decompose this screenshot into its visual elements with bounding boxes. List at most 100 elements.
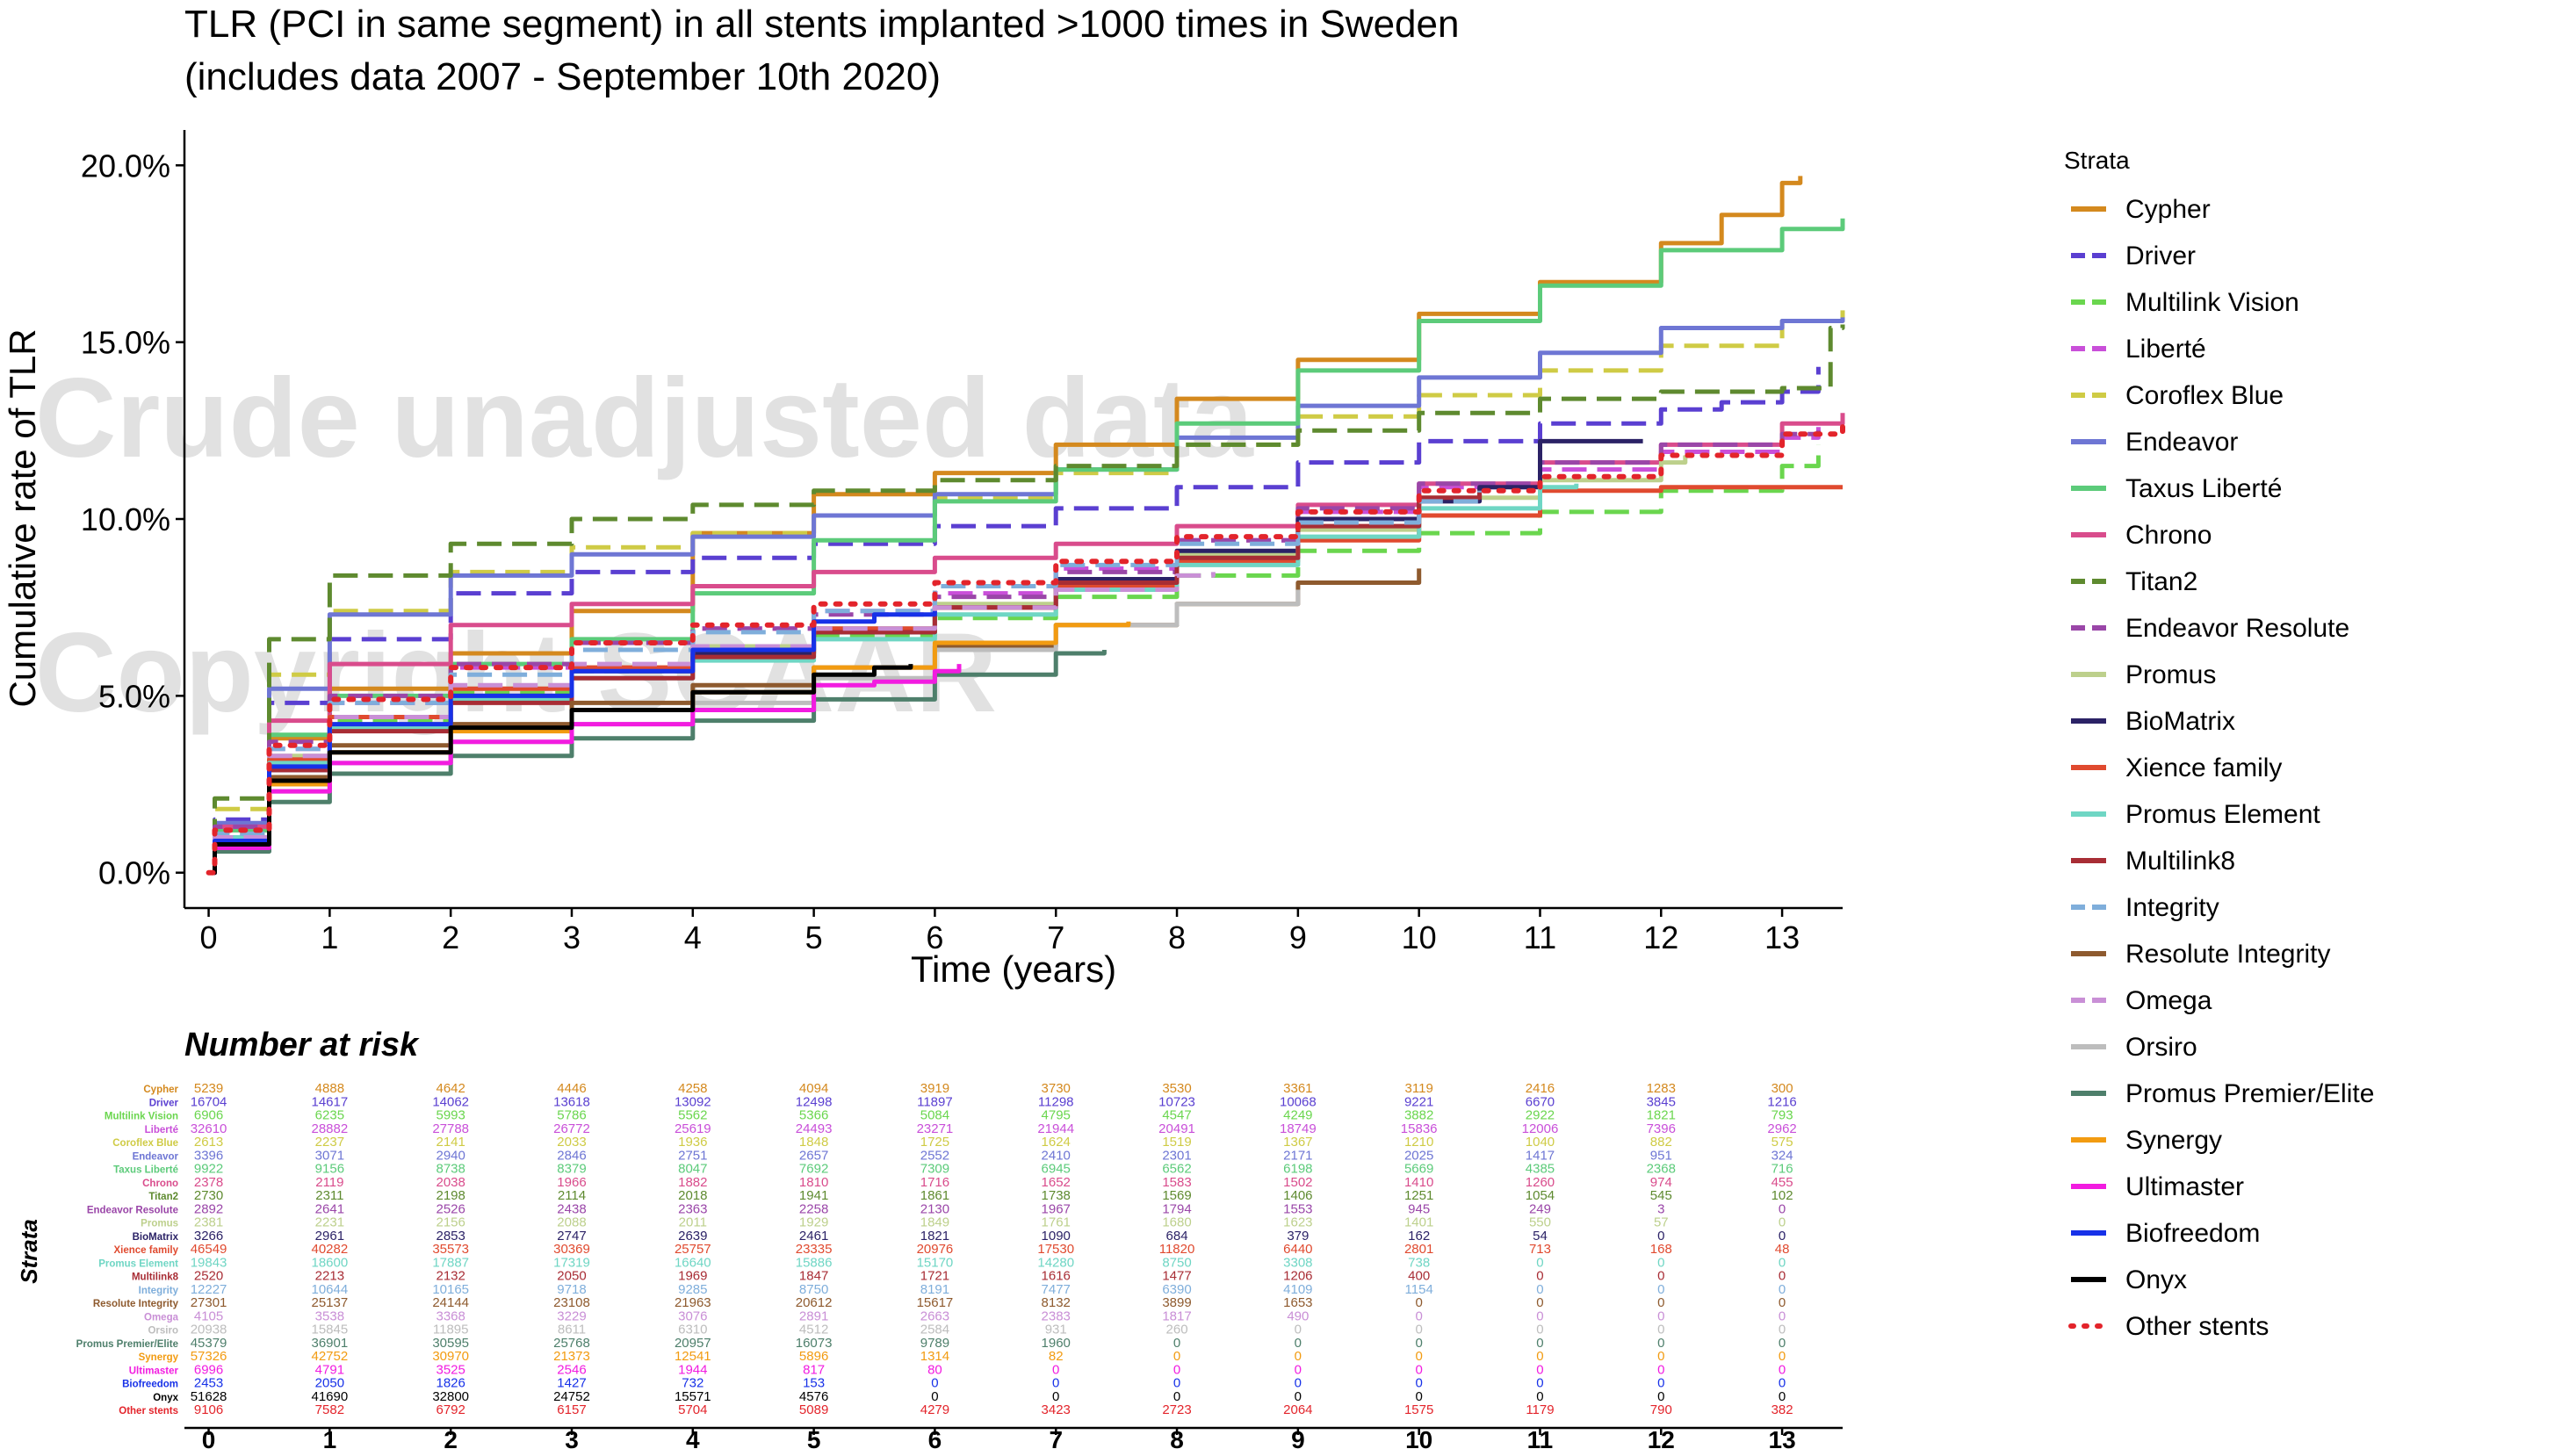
risk-cell: 2033 — [557, 1135, 586, 1150]
risk-cell: 4249 — [1283, 1108, 1312, 1123]
x-tick-label: 12 — [1643, 919, 1678, 955]
risk-cell: 3076 — [678, 1308, 707, 1323]
risk-cell: 1519 — [1162, 1135, 1191, 1150]
risk-cell: 2301 — [1162, 1148, 1191, 1163]
series-layer — [206, 176, 1845, 876]
legend-label: Resolute Integrity — [2125, 940, 2330, 969]
risk-cell: 0 — [1779, 1229, 1786, 1244]
legend-label: Integrity — [2125, 893, 2219, 922]
risk-cell: 575 — [1771, 1135, 1793, 1150]
risk-cell: 2363 — [678, 1201, 707, 1216]
risk-cell: 1817 — [1162, 1308, 1191, 1323]
risk-cell: 974 — [1650, 1175, 1672, 1190]
risk-cell: 26772 — [553, 1121, 590, 1136]
risk-cell: 57326 — [191, 1349, 227, 1364]
risk-cell: 1738 — [1042, 1188, 1071, 1203]
legend-label: Promus Premier/Elite — [2125, 1079, 2374, 1108]
risk-cell: 1553 — [1283, 1201, 1312, 1216]
risk-cell: 51628 — [191, 1389, 227, 1404]
risk-cell: 7692 — [799, 1162, 828, 1177]
risk-cell: 3266 — [194, 1229, 223, 1244]
risk-cell: 8132 — [1042, 1295, 1071, 1310]
risk-strata-name: Ultimaster — [129, 1366, 179, 1376]
risk-x-tick-label: 10 — [1405, 1426, 1432, 1449]
risk-cell: 14280 — [1037, 1255, 1074, 1270]
risk-cell: 5704 — [678, 1402, 707, 1417]
legend-label: Taxus Liberté — [2125, 474, 2282, 503]
series-line-onyx — [208, 664, 913, 876]
risk-cell: 2730 — [194, 1188, 223, 1203]
risk-cell: 0 — [1779, 1389, 1786, 1404]
risk-cell: 249 — [1529, 1201, 1551, 1216]
risk-cell: 25619 — [675, 1121, 711, 1136]
risk-cell: 4094 — [799, 1081, 828, 1096]
risk-cell: 10165 — [432, 1282, 469, 1297]
risk-cell: 15845 — [312, 1323, 349, 1337]
legend-label: Endeavor — [2125, 428, 2238, 457]
risk-cell: 8379 — [557, 1162, 586, 1177]
series-line-titan2 — [208, 324, 1845, 876]
risk-cell: 2383 — [1042, 1308, 1071, 1323]
risk-x-tick-label: 6 — [928, 1426, 942, 1449]
risk-cell: 0 — [1536, 1376, 1543, 1391]
risk-strata-name: Coroflex Blue — [112, 1138, 178, 1149]
risk-cell: 3525 — [436, 1362, 465, 1377]
legend-label: Biofreedom — [2125, 1219, 2260, 1248]
x-tick-label: 0 — [200, 919, 218, 955]
risk-cell: 40282 — [312, 1242, 349, 1257]
risk-cell: 21373 — [553, 1349, 590, 1364]
watermark-line-1: Crude unadjusted data — [35, 356, 1254, 481]
risk-strata-name: Multilink8 — [132, 1272, 179, 1283]
risk-cell: 1179 — [1526, 1402, 1554, 1417]
risk-cell: 15886 — [796, 1255, 833, 1270]
risk-strata-name: Biofreedom — [122, 1380, 178, 1390]
risk-cell: 12006 — [1522, 1121, 1559, 1136]
risk-cell: 5239 — [194, 1081, 223, 1096]
risk-cell: 0 — [1295, 1349, 1302, 1364]
risk-cell: 5366 — [799, 1108, 828, 1123]
risk-cell: 260 — [1166, 1323, 1188, 1337]
legend-label: Chrono — [2125, 521, 2212, 550]
legend: Strata Cypher Driver Multilink Vision Liber… — [2064, 147, 2374, 1341]
risk-cell: 25757 — [675, 1242, 711, 1257]
risk-cell: 1849 — [920, 1215, 949, 1230]
risk-cell: 490 — [1287, 1308, 1309, 1323]
risk-x-tick-label: 12 — [1648, 1426, 1675, 1449]
risk-strata-name: Endeavor — [133, 1151, 179, 1162]
risk-cell: 6390 — [1162, 1282, 1191, 1297]
risk-cell: 1260 — [1526, 1175, 1555, 1190]
risk-cell: 0 — [1657, 1282, 1664, 1297]
risk-cell: 12541 — [675, 1349, 711, 1364]
legend-label: Promus — [2125, 660, 2216, 689]
risk-cell: 5896 — [799, 1349, 828, 1364]
risk-cell: 738 — [1408, 1255, 1430, 1270]
risk-cell: 6198 — [1283, 1162, 1312, 1177]
risk-cell: 0 — [1779, 1323, 1786, 1337]
risk-cell: 6996 — [194, 1362, 223, 1377]
risk-cell: 0 — [1657, 1295, 1664, 1310]
legend-label: Titan2 — [2125, 567, 2197, 596]
risk-cell: 30595 — [432, 1336, 469, 1351]
legend-label: Other stents — [2125, 1312, 2269, 1341]
risk-cell: 2213 — [315, 1269, 344, 1284]
risk-cell: 2747 — [557, 1229, 586, 1244]
risk-cell: 15170 — [917, 1255, 954, 1270]
legend-label: Coroflex Blue — [2125, 381, 2284, 410]
risk-cell: 2613 — [194, 1135, 223, 1150]
risk-cell: 0 — [1779, 1362, 1786, 1377]
risk-cell: 1040 — [1526, 1135, 1555, 1150]
risk-cell: 54 — [1533, 1229, 1548, 1244]
risk-cell: 2088 — [557, 1215, 586, 1230]
y-tick-label: 5.0% — [98, 678, 170, 714]
risk-cell: 1848 — [799, 1135, 828, 1150]
risk-cell: 3361 — [1283, 1081, 1312, 1096]
risk-strata-name: Driver — [149, 1098, 179, 1108]
risk-cell: 0 — [1536, 1282, 1543, 1297]
risk-cell: 2461 — [799, 1229, 828, 1244]
risk-cell: 1721 — [920, 1269, 949, 1284]
risk-strata-name: Endeavor Resolute — [87, 1205, 178, 1215]
risk-cell: 4385 — [1526, 1162, 1555, 1177]
risk-cell: 0 — [1536, 1269, 1543, 1284]
risk-cell: 30369 — [553, 1242, 590, 1257]
x-tick-label: 7 — [1047, 919, 1064, 955]
